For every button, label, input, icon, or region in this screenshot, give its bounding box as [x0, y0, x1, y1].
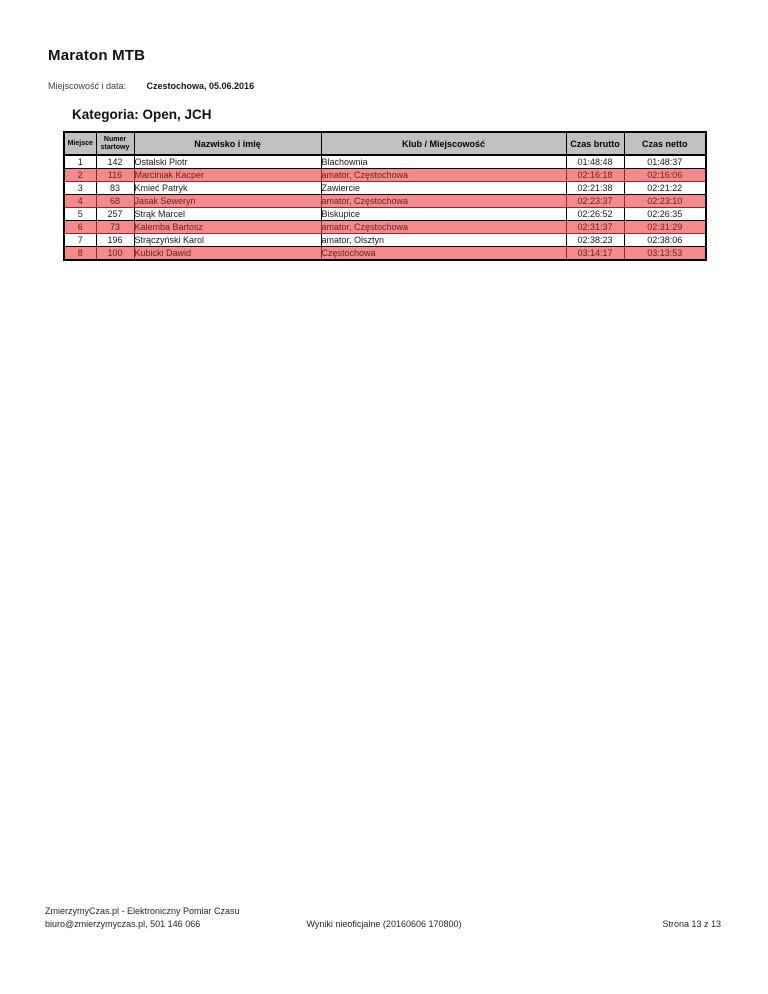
cell-club: amator, Olsztyn [320, 233, 567, 247]
cell-club: amator, Częstochowa [320, 194, 567, 208]
cell-time-netto: 02:16:06 [623, 168, 707, 182]
table-row: 7 196 Strączyński Karol amator, Olsztyn … [63, 233, 707, 247]
cell-bib-number: 83 [95, 181, 135, 195]
footer-page-number: Strona 13 z 13 [662, 919, 721, 929]
table-row: 8 100 Kubicki Dawid Częstochowa 03:14:17… [63, 246, 707, 261]
table-row: 1 142 Ostalski Piotr Blachownia 01:48:48… [63, 154, 707, 169]
table-row: 5 257 Strąk Marcel Biskupice 02:26:52 02… [63, 207, 707, 221]
cell-time-brutto: 02:16:18 [565, 168, 625, 182]
cell-time-netto: 02:31:29 [623, 220, 707, 234]
cell-bib-number: 68 [95, 194, 135, 208]
cell-time-netto: 03:13:53 [623, 246, 707, 261]
cell-name: Kubicki Dawid [133, 246, 322, 261]
table-header-row: Miejsce Numer startowy Nazwisko i imię K… [63, 131, 707, 156]
col-header-bib: Numer startowy [95, 131, 135, 156]
cell-place: 4 [63, 194, 97, 208]
cell-time-netto: 02:23:10 [623, 194, 707, 208]
col-header-netto: Czas netto [623, 131, 707, 156]
cell-club: Biskupice [320, 207, 567, 221]
table-row: 4 68 Jasak Seweryn amator, Częstochowa 0… [63, 194, 707, 208]
cell-time-netto: 02:21:22 [623, 181, 707, 195]
cell-time-brutto: 02:23:37 [565, 194, 625, 208]
cell-club: amator, Częstochowa [320, 168, 567, 182]
cell-bib-number: 116 [95, 168, 135, 182]
location-row: Miejscowość i data: Czestochowa, 05.06.2… [48, 81, 254, 91]
results-table: Miejsce Numer startowy Nazwisko i imię K… [63, 131, 707, 261]
cell-club: Blachownia [320, 154, 567, 169]
table-row: 3 83 Kmieć Patryk Zawiercie 02:21:38 02:… [63, 181, 707, 195]
cell-bib-number: 257 [95, 207, 135, 221]
location-value: Czestochowa, 05.06.2016 [146, 81, 255, 91]
table-row: 6 73 Kalemba Bartosz amator, Częstochowa… [63, 220, 707, 234]
cell-place: 7 [63, 233, 97, 247]
cell-name: Marciniak Kacper [133, 168, 322, 182]
cell-bib-number: 196 [95, 233, 135, 247]
footer-company: ZmierzymyCzas.pl - Elektroniczny Pomiar … [45, 906, 240, 916]
cell-time-brutto: 02:31:37 [565, 220, 625, 234]
col-header-brutto: Czas brutto [565, 131, 625, 156]
table-row: 2 116 Marciniak Kacper amator, Częstocho… [63, 168, 707, 182]
cell-name: Kalemba Bartosz [133, 220, 322, 234]
cell-bib-number: 100 [95, 246, 135, 261]
cell-time-netto: 01:48:37 [623, 154, 707, 169]
col-header-place: Miejsce [63, 131, 97, 156]
footer-contact: biuro@zmierzymyczas.pl, 501 146 066 [45, 919, 201, 929]
cell-place: 5 [63, 207, 97, 221]
cell-name: Strączyński Karol [133, 233, 322, 247]
cell-club: Częstochowa [320, 246, 567, 261]
cell-time-netto: 02:38:06 [623, 233, 707, 247]
results-tbody: 1 142 Ostalski Piotr Blachownia 01:48:48… [63, 154, 707, 261]
cell-time-brutto: 01:48:48 [565, 154, 625, 169]
cell-time-netto: 02:26:35 [623, 207, 707, 221]
cell-time-brutto: 03:14:17 [565, 246, 625, 261]
footer-results-info: Wyniki nieoficjalne (20160606 170800) [306, 919, 462, 929]
cell-place: 8 [63, 246, 97, 261]
page-title: Maraton MTB [48, 47, 146, 64]
cell-place: 1 [63, 154, 97, 169]
col-header-name: Nazwisko i imię [133, 131, 322, 156]
cell-time-brutto: 02:26:52 [565, 207, 625, 221]
location-label: Miejscowość i data: [48, 81, 127, 91]
cell-place: 3 [63, 181, 97, 195]
cell-time-brutto: 02:38:23 [565, 233, 625, 247]
category-title: Kategoria: Open, JCH [72, 107, 212, 122]
cell-time-brutto: 02:21:38 [565, 181, 625, 195]
cell-name: Ostalski Piotr [133, 154, 322, 169]
cell-bib-number: 73 [95, 220, 135, 234]
cell-place: 6 [63, 220, 97, 234]
col-header-club: Klub / Miejscowość [320, 131, 567, 156]
cell-name: Strąk Marcel [133, 207, 322, 221]
cell-club: amator, Częstochowa [320, 220, 567, 234]
cell-name: Kmieć Patryk [133, 181, 322, 195]
cell-name: Jasak Seweryn [133, 194, 322, 208]
cell-bib-number: 142 [95, 154, 135, 169]
cell-club: Zawiercie [320, 181, 567, 195]
cell-place: 2 [63, 168, 97, 182]
